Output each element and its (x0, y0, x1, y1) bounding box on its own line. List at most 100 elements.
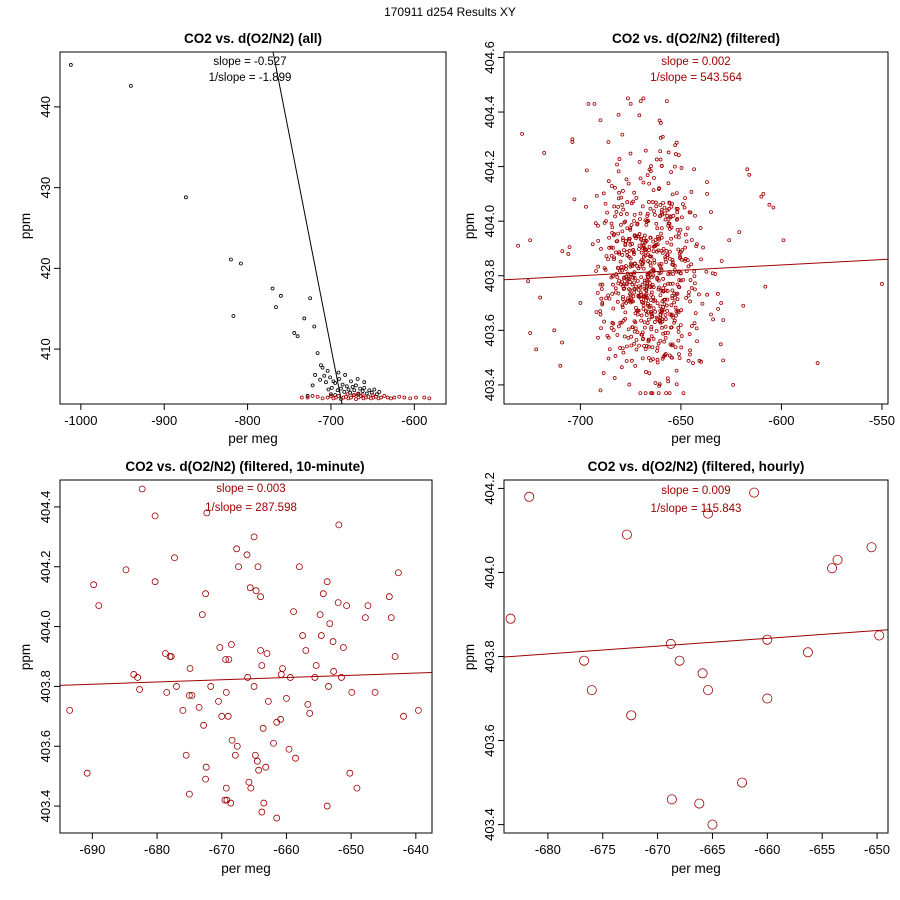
data-point (328, 375, 333, 380)
data-point (678, 278, 683, 283)
data-point (414, 395, 418, 400)
y-tick-label: 403.8 (482, 259, 497, 292)
y-tick-label: 404.0 (482, 205, 497, 238)
data-point (675, 210, 680, 215)
data-point (231, 314, 236, 318)
fit-line (60, 671, 432, 686)
data-point (402, 395, 407, 400)
data-point (701, 245, 705, 250)
plot-frame (59, 479, 433, 834)
data-point (688, 348, 692, 353)
data-point (273, 814, 281, 822)
data-point (640, 337, 645, 342)
data-point (228, 736, 236, 744)
data-point (665, 376, 670, 381)
plot-2: -690 -680 -670 -660 -650 -640 403.4 403.6 403.8 4… (38, 479, 433, 857)
data-point (626, 276, 631, 281)
data-points (68, 63, 432, 402)
data-point (762, 693, 773, 704)
data-point (603, 201, 608, 206)
data-point (632, 233, 637, 238)
data-point (604, 254, 609, 259)
data-point (598, 309, 603, 314)
data-point (634, 196, 639, 200)
data-point (173, 683, 180, 690)
data-point (215, 697, 222, 705)
data-point (254, 563, 262, 571)
data-point (660, 134, 665, 139)
data-point (694, 326, 699, 331)
data-point (672, 164, 677, 169)
data-point (632, 219, 636, 223)
data-point (656, 287, 661, 292)
data-point (666, 379, 671, 384)
data-point (656, 391, 661, 395)
x-tick-label: -680 (535, 842, 561, 857)
data-point (601, 371, 606, 375)
data-point (613, 185, 617, 190)
data-point (355, 377, 360, 381)
data-point (620, 229, 625, 234)
data-point (302, 647, 310, 654)
data-point (627, 254, 631, 259)
data-point (781, 238, 786, 243)
data-point (705, 191, 709, 196)
x-axis-label: per meg (671, 431, 721, 446)
data-point (520, 131, 524, 136)
data-point (664, 391, 668, 395)
data-point (339, 644, 347, 651)
data-point (643, 391, 648, 395)
data-point (611, 274, 615, 279)
data-point (329, 394, 333, 398)
data-point (633, 363, 638, 368)
fit-line (504, 629, 888, 658)
data-point (649, 293, 654, 297)
data-point (652, 320, 657, 324)
data-point (621, 207, 626, 212)
x-tick-label: -1000 (64, 413, 97, 428)
data-point (620, 253, 625, 257)
data-point (310, 383, 315, 388)
data-point (677, 352, 681, 357)
data-point (648, 169, 653, 174)
plot-areas: -1000 -900 -800 -700 -600 410 420 430 440 -700 -65… (38, 41, 895, 857)
data-point (624, 359, 629, 363)
data-point (336, 370, 341, 375)
data-point (681, 202, 685, 207)
data-point (657, 382, 662, 387)
panel-title: CO2 vs. d(O2/N2) (all) (184, 31, 322, 46)
data-point (516, 243, 520, 248)
data-point (658, 149, 663, 154)
data-point (629, 201, 634, 206)
data-point (648, 358, 653, 363)
data-point (727, 238, 732, 243)
data-point (651, 306, 656, 311)
data-point (612, 257, 616, 262)
data-point (626, 236, 631, 241)
data-point (832, 554, 843, 565)
data-point (731, 382, 736, 387)
data-point (642, 320, 647, 325)
data-point (649, 311, 654, 316)
data-point (614, 290, 618, 295)
plot-0: -1000 -900 -800 -700 -600 410 420 430 440 (38, 51, 447, 428)
data-point (90, 581, 98, 589)
data-point (629, 343, 634, 348)
data-point (578, 301, 583, 305)
data-point (594, 193, 599, 198)
data-point (592, 101, 597, 106)
data-point (664, 303, 669, 308)
data-point (664, 249, 669, 253)
data-point (203, 509, 211, 517)
data-point (325, 395, 330, 400)
data-point (637, 243, 642, 248)
data-point (329, 392, 333, 397)
data-point (692, 269, 697, 274)
data-point (663, 313, 668, 317)
data-point (611, 306, 616, 311)
data-point (655, 275, 660, 280)
data-point (622, 275, 627, 280)
data-point (394, 569, 402, 577)
data-point (652, 258, 657, 263)
data-point (616, 112, 621, 117)
